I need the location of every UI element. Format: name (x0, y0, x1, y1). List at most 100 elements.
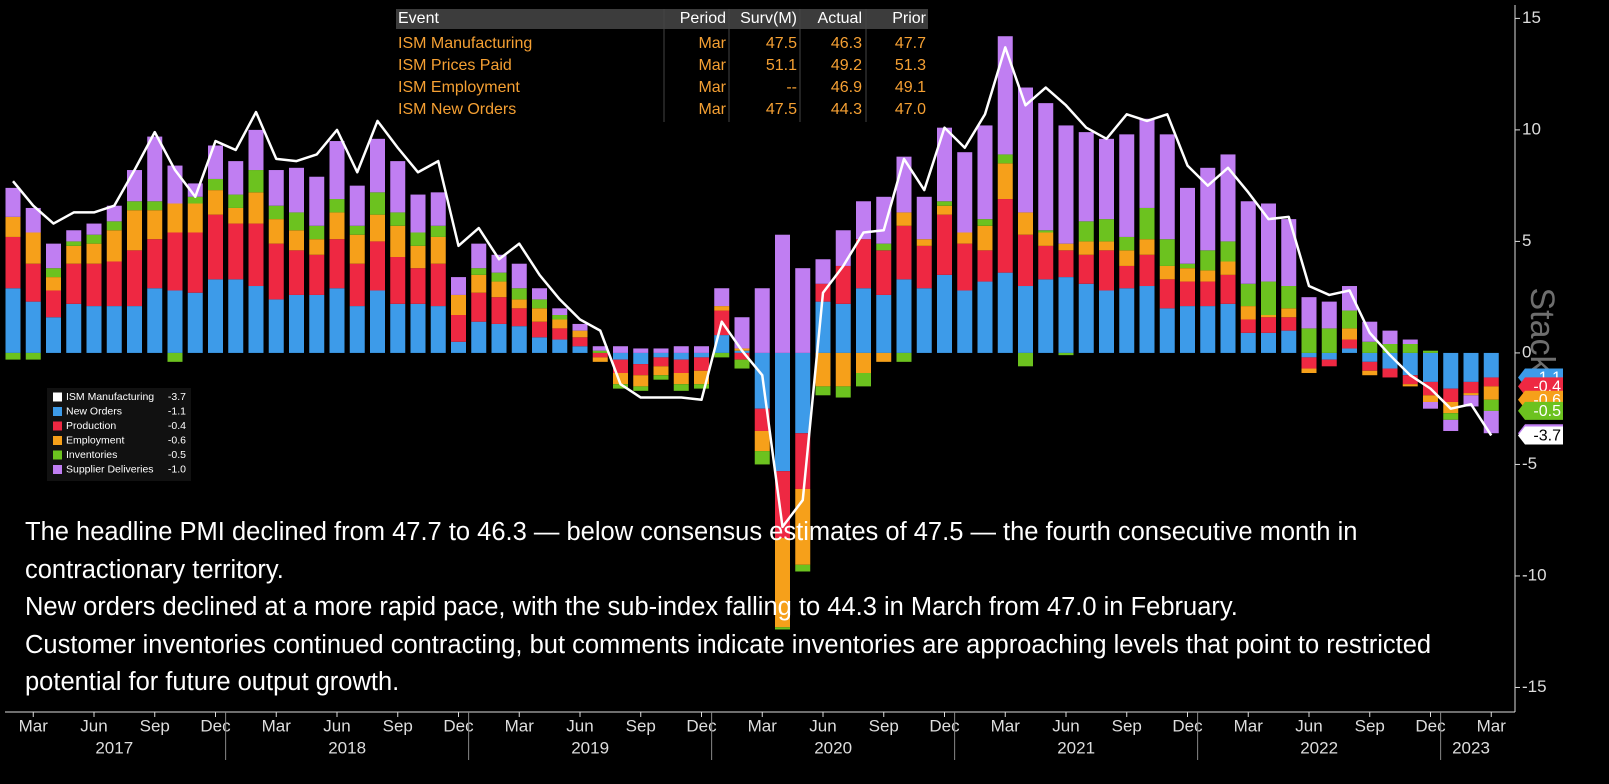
bar-segment (977, 125, 993, 220)
bar-segment (694, 357, 709, 371)
table-cell: 44.3 (831, 101, 862, 118)
bar-segment (147, 239, 163, 289)
bar-segment (1240, 332, 1256, 353)
bar-segment (1240, 306, 1256, 320)
bar-segment (592, 346, 608, 351)
bar-segment (997, 163, 1013, 200)
bar-segment (471, 268, 487, 275)
bar-segment (957, 290, 973, 353)
bar-segment (228, 279, 244, 353)
bar-segment (795, 268, 811, 353)
bar-segment (754, 408, 770, 431)
bar-segment (633, 364, 649, 376)
bar-segment (127, 306, 142, 353)
bar-segment (1240, 201, 1256, 284)
bar-segment (613, 352, 628, 360)
bar-segment (1362, 341, 1378, 353)
annotation: Customer inventories continued contracti… (25, 630, 1432, 697)
bar-segment (86, 243, 102, 264)
bar-segment (1483, 410, 1499, 434)
y-tick-label: 10 (1522, 119, 1541, 138)
bar-segment (1423, 350, 1438, 353)
bar-segment (1240, 283, 1256, 307)
bar-segment (208, 214, 223, 280)
bar-segment (1362, 352, 1378, 362)
table-header: Period (680, 10, 726, 27)
bar-segment (1159, 265, 1175, 280)
bar-segment (1159, 134, 1175, 240)
bar-segment (775, 352, 790, 472)
table-header: Prior (892, 10, 926, 27)
bar-segment (653, 375, 669, 380)
bar-segment (370, 241, 385, 291)
bar-segment (1382, 352, 1398, 369)
bar-segment (228, 161, 244, 195)
bar-segment (228, 223, 244, 280)
value-flag-label: -0.5 (1533, 403, 1561, 420)
table-header: Actual (818, 10, 862, 27)
bar-segment (1301, 297, 1317, 329)
bar-segment (734, 317, 750, 349)
legend-label: New Orders (66, 405, 122, 417)
legend-swatch (53, 407, 62, 416)
bar-segment (1402, 339, 1418, 345)
bar-segment (309, 239, 325, 255)
bar-segment (1281, 219, 1297, 287)
x-tick-label: Dec (443, 716, 474, 735)
bar-segment (1180, 268, 1195, 282)
bar-segment (248, 223, 264, 287)
bar-segment (5, 288, 21, 353)
bar-segment (66, 263, 82, 304)
bar-segment (876, 352, 892, 362)
bar-segment (1180, 263, 1195, 269)
bar-segment (957, 243, 973, 291)
bar-segment (775, 234, 790, 353)
bar-segment (1443, 413, 1459, 420)
bar-segment (1038, 245, 1054, 280)
x-tick-label: Mar (1234, 716, 1264, 735)
bar-segment (876, 250, 892, 295)
bar-segment (633, 352, 649, 365)
bar-segment (1078, 221, 1094, 242)
legend-value: -0.5 (168, 449, 186, 461)
bar-segment (1139, 286, 1155, 353)
bar-segment (5, 352, 21, 360)
bar-segment (1058, 352, 1074, 356)
bar-segment (532, 288, 547, 300)
bar-segment (208, 190, 223, 215)
x-tick-label: Mar (19, 716, 49, 735)
bar-segment (329, 141, 345, 200)
y-tick-label: -5 (1522, 454, 1537, 473)
bar-segment (208, 178, 223, 191)
bar-segment (1220, 154, 1236, 242)
bar-segment (147, 210, 163, 240)
bar-segment (673, 359, 689, 373)
table-cell: 49.1 (895, 79, 926, 96)
x-tick-label: Mar (991, 716, 1021, 735)
bar-segment (1402, 384, 1418, 387)
bar-segment (835, 352, 851, 387)
bar-segment (997, 199, 1013, 273)
bar-segment (349, 185, 365, 226)
bar-segment (451, 294, 466, 316)
bar-segment (592, 352, 608, 358)
bar-segment (714, 306, 730, 311)
bar-segment (1463, 395, 1479, 407)
bar-segment (1180, 306, 1195, 353)
bar-segment (1342, 328, 1357, 340)
bar-segment (471, 292, 487, 322)
bar-segment (1240, 319, 1256, 333)
bar-segment (25, 263, 41, 302)
bar-segment (349, 225, 365, 235)
bar-segment (694, 352, 709, 358)
x-tick-label: Jun (1052, 716, 1079, 735)
bar-segment (937, 214, 952, 275)
bar-segment (511, 299, 527, 309)
y-tick-label: 15 (1522, 8, 1541, 27)
bar-segment (1443, 419, 1459, 431)
bar-segment (592, 350, 608, 353)
bar-segment (127, 170, 142, 202)
bar-segment (451, 341, 466, 353)
bar-segment (1139, 254, 1155, 287)
